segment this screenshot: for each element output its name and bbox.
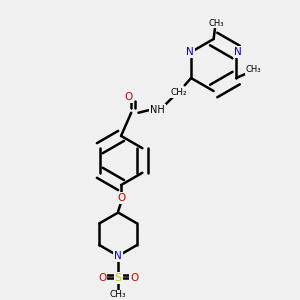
- Text: N: N: [114, 251, 122, 261]
- Text: CH₃: CH₃: [110, 290, 127, 299]
- Text: O: O: [130, 273, 138, 283]
- Text: O: O: [98, 273, 106, 283]
- Text: CH₃: CH₃: [246, 65, 261, 74]
- Text: O: O: [124, 92, 132, 102]
- Text: S: S: [115, 273, 122, 283]
- Text: CH₃: CH₃: [209, 19, 224, 28]
- Text: NH: NH: [150, 105, 165, 115]
- Text: CH₂: CH₂: [171, 88, 187, 97]
- Text: N: N: [186, 47, 194, 57]
- Text: N: N: [234, 47, 242, 57]
- Text: O: O: [117, 193, 125, 203]
